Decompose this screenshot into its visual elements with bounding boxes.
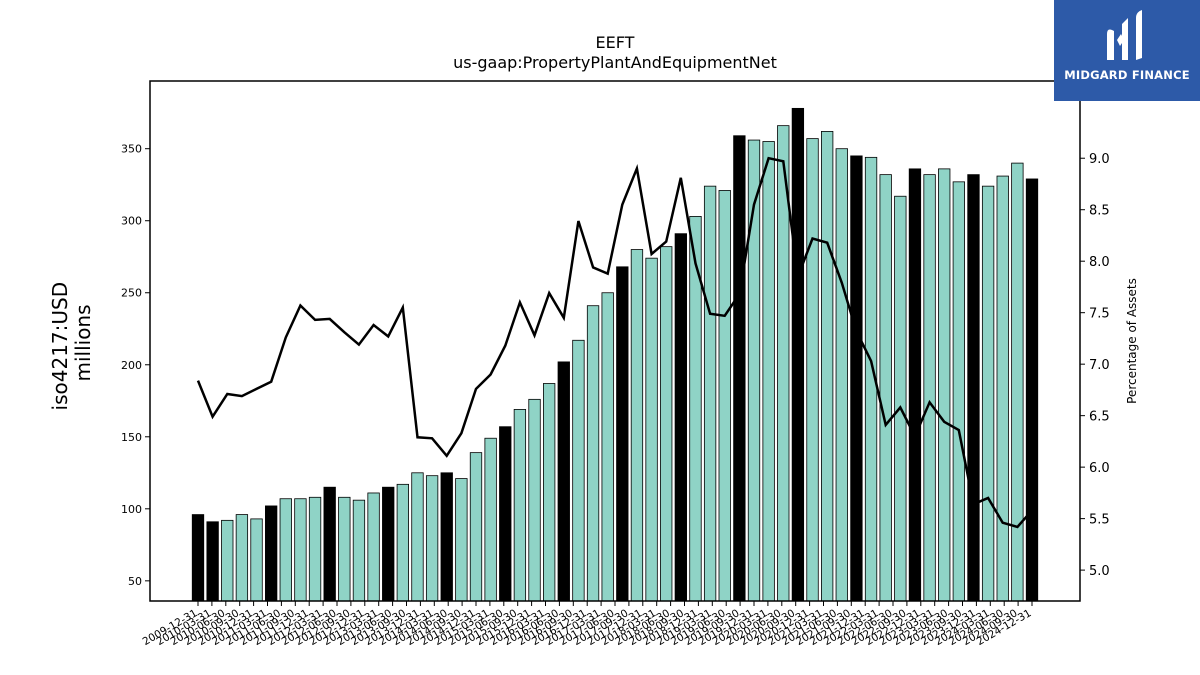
bar (279, 498, 292, 602)
bar (630, 249, 644, 602)
y-tick-label: 50 (128, 575, 142, 588)
bar-series (191, 107, 1039, 602)
bar (250, 518, 263, 602)
logo-mark-icon (1107, 10, 1142, 60)
bar (660, 246, 673, 602)
bar (265, 505, 278, 602)
bar (733, 135, 746, 602)
bar (294, 498, 307, 602)
y-axis-label: iso4217:USD millions (48, 276, 95, 411)
bar (513, 409, 527, 602)
y2-tick-label: 7.0 (1089, 358, 1110, 373)
bar (382, 486, 395, 602)
bar (469, 452, 483, 602)
bar (967, 174, 980, 602)
y2-tick-label: 7.5 (1089, 307, 1110, 322)
bar (367, 492, 380, 602)
bar (191, 514, 205, 602)
bar (674, 233, 687, 602)
bar (996, 175, 1009, 602)
bar (411, 472, 424, 602)
bar (352, 499, 366, 602)
y-axis-label-line-1: iso4217:USD (48, 282, 72, 411)
y-tick-label: 150 (121, 431, 142, 444)
bar (338, 496, 351, 602)
y-tick-label: 200 (121, 359, 142, 372)
y-axis-label-line-2: millions (71, 304, 95, 381)
bar (850, 155, 863, 602)
axes: 50 100 150 200 250 300 350 5.0 5.5 6.0 6.5 7.0 7.5 8.… (121, 80, 1110, 648)
line-series (196, 156, 1033, 529)
bar (1025, 178, 1039, 602)
bar (616, 266, 629, 602)
bar (894, 195, 907, 602)
bar (206, 521, 219, 602)
bar (221, 519, 234, 602)
bar (396, 483, 409, 602)
y-tick-label: 250 (121, 287, 142, 300)
bar (835, 148, 848, 602)
bar (455, 478, 468, 602)
bar (806, 138, 819, 602)
y-tick-label: 100 (121, 503, 142, 516)
bar (484, 437, 497, 602)
y2-tick-label: 8.0 (1089, 255, 1110, 270)
logo-text: MIDGARD FINANCE (1064, 68, 1190, 82)
y2-tick-label: 5.5 (1089, 513, 1110, 528)
y2-tick-label: 9.0 (1089, 152, 1110, 167)
y2-tick-label: 6.5 (1089, 410, 1110, 425)
bar (762, 141, 775, 602)
chart-subtitle: us-gaap:PropertyPlantAndEquipmentNet (453, 53, 777, 72)
bar (981, 185, 995, 602)
y-tick-label: 300 (121, 215, 142, 228)
bar (645, 257, 658, 602)
bar (821, 131, 834, 602)
bar (908, 168, 922, 602)
bar (791, 107, 805, 602)
bar (235, 514, 249, 602)
percentage-line (196, 156, 1033, 529)
bar (557, 361, 570, 602)
bar (601, 292, 614, 602)
bar (499, 426, 512, 602)
y2-tick-label: 6.0 (1089, 461, 1110, 476)
y2-tick-label: 5.0 (1089, 564, 1110, 579)
bar (586, 305, 600, 602)
bar (718, 190, 731, 602)
chart-title: EEFT (596, 33, 635, 52)
y2-axis-label: Percentage of Assets (1125, 278, 1139, 404)
bar (952, 181, 965, 602)
bar (528, 398, 541, 602)
bar (938, 168, 951, 602)
bar (425, 475, 439, 602)
bar (323, 486, 336, 602)
midgard-finance-logo: MIDGARD FINANCE (1054, 0, 1200, 101)
bar (572, 339, 585, 602)
bar (440, 472, 453, 602)
bar (543, 383, 556, 602)
bar (923, 174, 936, 602)
bar (1011, 162, 1024, 602)
y2-tick-label: 8.5 (1089, 204, 1110, 219)
y-tick-label: 350 (121, 143, 142, 156)
bar (703, 185, 717, 602)
bar (308, 496, 322, 602)
bar (879, 174, 892, 602)
